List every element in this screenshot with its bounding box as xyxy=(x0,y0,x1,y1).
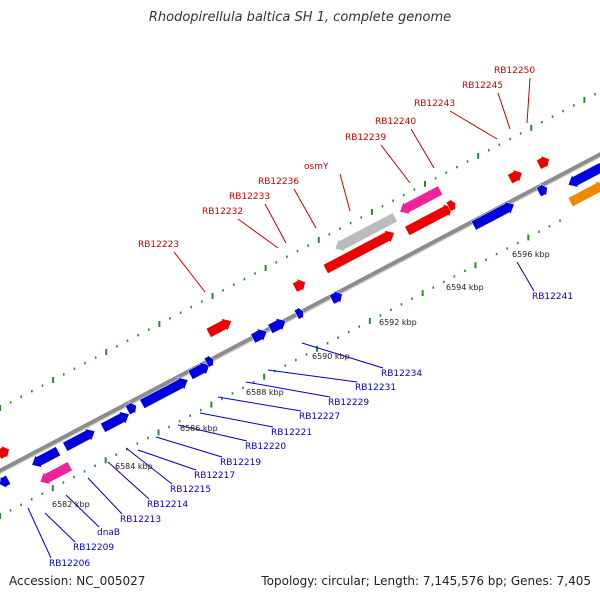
gene-arrow xyxy=(399,185,444,215)
gene-label-forward: osmY xyxy=(304,162,329,172)
map-title: Rhodopirellula baltica SH 1, complete ge… xyxy=(148,10,452,25)
gene-label-reverse: RB12206 xyxy=(49,559,90,569)
label-leader xyxy=(497,92,511,130)
gene-label-forward: RB12245 xyxy=(462,81,503,91)
label-leader xyxy=(267,369,358,383)
accession-label: Accession: NC_005027 xyxy=(9,574,146,588)
scale-tick-label: 6582 kbp xyxy=(52,500,90,509)
gene-features xyxy=(0,155,600,489)
label-leader xyxy=(173,251,206,293)
gene-label-reverse: RB12214 xyxy=(147,500,188,510)
gene-arrow xyxy=(31,446,61,468)
label-leader xyxy=(526,77,531,124)
gene-arrow xyxy=(536,155,550,170)
label-leader xyxy=(107,461,150,500)
label-leader xyxy=(410,128,435,169)
label-leader xyxy=(199,412,274,428)
gene-arrow xyxy=(567,180,600,208)
gene-arrow xyxy=(139,377,189,409)
gene-label-reverse: RB12227 xyxy=(299,412,340,422)
gene-label-forward: RB12250 xyxy=(494,66,535,76)
gene-arrow xyxy=(445,198,456,213)
scale-tick-label: 6594 kbp xyxy=(446,283,484,292)
gene-label-forward: RB12236 xyxy=(258,177,299,187)
gene-arrow xyxy=(329,290,343,305)
gene-label-reverse: RB12231 xyxy=(355,383,396,393)
ruler-dots xyxy=(0,93,596,519)
label-leader xyxy=(65,494,100,528)
label-leader xyxy=(155,436,223,458)
label-leader xyxy=(293,188,317,229)
gene-arrow xyxy=(293,306,304,321)
gene-arrow xyxy=(39,461,73,485)
gene-label-reverse: RB12221 xyxy=(271,428,312,438)
gene-arrow xyxy=(0,474,12,489)
label-leader xyxy=(380,144,411,184)
label-leader xyxy=(125,447,173,485)
gene-arrow xyxy=(322,229,395,274)
gene-arrow xyxy=(62,428,96,452)
gene-labels: RB12223 RB12232 RB12233 RB12236 osmY RB12239 R… xyxy=(49,66,573,569)
gene-label-reverse: dnaB xyxy=(97,528,120,538)
gene-arrow xyxy=(267,317,287,334)
label-leader xyxy=(87,477,123,515)
gene-label-forward: RB12223 xyxy=(138,240,179,250)
label-leader xyxy=(516,261,535,292)
gene-label-forward: RB12239 xyxy=(345,133,386,143)
gene-label-reverse: RB12217 xyxy=(194,471,235,481)
gene-label-reverse: RB12220 xyxy=(245,442,286,452)
gene-arrow xyxy=(507,169,523,185)
gene-arrow xyxy=(250,328,268,344)
label-leader xyxy=(237,218,279,249)
label-leader xyxy=(177,424,248,442)
gene-label-forward: RB12240 xyxy=(375,117,416,127)
gene-label-reverse: RB12215 xyxy=(170,485,211,495)
gene-label-forward: RB12233 xyxy=(229,192,270,202)
label-leader xyxy=(301,342,384,369)
label-leader xyxy=(339,173,351,212)
gene-label-reverse: RB12213 xyxy=(120,515,161,525)
label-leader xyxy=(44,512,76,543)
gene-arrow xyxy=(535,183,548,198)
scale-tick-label: 6596 kbp xyxy=(512,250,550,259)
gene-arrow xyxy=(292,278,306,293)
scale-tick-label: 6586 kbp xyxy=(180,424,218,433)
gene-arrow xyxy=(187,362,211,380)
label-leader xyxy=(27,507,52,559)
scale-tick-label: 6592 kbp xyxy=(379,318,417,327)
label-leader xyxy=(137,449,197,471)
gene-label-reverse: RB12229 xyxy=(328,398,369,408)
label-leaders xyxy=(27,77,535,559)
label-leader xyxy=(245,381,331,398)
label-leader xyxy=(264,203,287,244)
gene-label-reverse: RB12234 xyxy=(381,369,422,379)
gene-arrow xyxy=(100,411,130,433)
gene-arrow xyxy=(334,212,398,252)
genome-summary: Topology: circular; Length: 7,145,576 bp… xyxy=(261,574,591,588)
gene-arrow xyxy=(470,201,515,231)
gene-arrow xyxy=(205,318,232,338)
scale-tick-label: 6590 kbp xyxy=(312,352,350,361)
gene-label-forward: RB12243 xyxy=(414,99,455,109)
gene-arrow xyxy=(0,445,10,460)
gene-arrow xyxy=(124,401,137,416)
label-leader xyxy=(449,110,498,140)
gene-arrow xyxy=(404,204,454,236)
gene-label-reverse: RB12219 xyxy=(220,458,261,468)
gene-label-reverse: RB12241 xyxy=(532,292,573,302)
label-leader xyxy=(217,396,302,412)
scale-tick-label: 6588 kbp xyxy=(246,388,284,397)
gene-arrow xyxy=(203,354,214,369)
gene-label-reverse: RB12209 xyxy=(73,543,114,553)
gene-label-forward: RB12232 xyxy=(202,207,243,217)
scale-ticks: 6582 kbp 6584 kbp 6586 kbp 6588 kbp 6590 kbp… xyxy=(52,250,550,509)
scale-tick-label: 6584 kbp xyxy=(115,462,153,471)
